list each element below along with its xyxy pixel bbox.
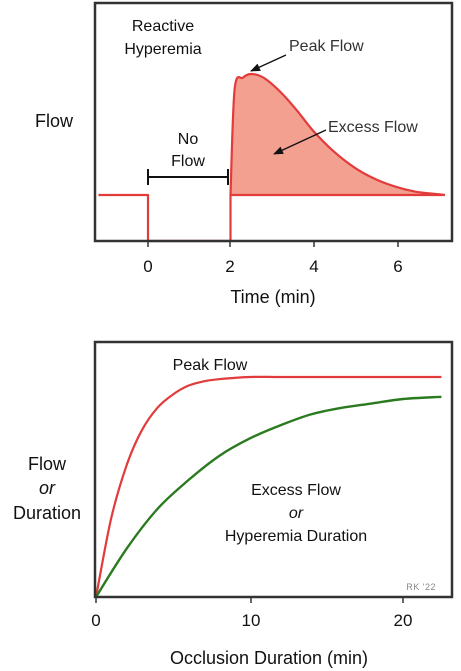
chart-title-line2: Hyperemia <box>124 41 201 58</box>
bottom-excess-label-line3: Hyperemia Duration <box>225 528 367 545</box>
peak-flow-arrow <box>250 54 287 72</box>
bottom-x-ticks <box>95 597 404 603</box>
excess-flow-curve <box>94 395 442 598</box>
flow-line <box>98 72 446 243</box>
bottom-x-axis-title: Occlusion Duration (min) <box>170 648 368 668</box>
author-signature: RK '22 <box>406 582 436 592</box>
chart-title-line1: Reactive <box>132 18 194 35</box>
occlusion-duration-chart: 0 10 20 Occlusion Duration (min) Flow or… <box>13 340 454 668</box>
bottom-y-axis-title-line2: or <box>39 478 56 498</box>
excess-flow-label: Excess Flow <box>328 119 418 136</box>
excess-flow-area <box>230 74 445 195</box>
bottom-peak-flow-label: Peak Flow <box>173 357 248 374</box>
top-x-ticks <box>147 241 399 247</box>
top-plot-frame <box>93 1 454 243</box>
top-x-tick-label-2: 2 <box>225 257 234 276</box>
top-x-axis-title: Time (min) <box>230 287 315 307</box>
bottom-y-axis-title-line1: Flow <box>28 454 67 474</box>
top-x-tick-label-0: 0 <box>143 257 152 276</box>
bottom-plot-frame <box>93 340 454 599</box>
bottom-x-tick-label-20: 20 <box>394 611 413 630</box>
peak-flow-curve <box>94 375 442 598</box>
reactive-hyperemia-chart: 0 2 4 6 Time (min) Flow Reactive Hyperem… <box>35 1 454 307</box>
peak-flow-label: Peak Flow <box>289 38 364 55</box>
excess-flow-arrow <box>273 129 327 155</box>
top-y-axis-title: Flow <box>35 111 74 131</box>
top-x-tick-label-4: 4 <box>309 257 318 276</box>
bottom-y-axis-title-line3: Duration <box>13 503 81 523</box>
no-flow-bracket <box>147 169 229 185</box>
no-flow-label-line2: Flow <box>171 153 205 170</box>
bottom-excess-label-line2: or <box>289 505 304 522</box>
no-flow-label-line1: No <box>178 131 199 148</box>
bottom-x-tick-label-10: 10 <box>242 611 261 630</box>
bottom-x-tick-label-0: 0 <box>91 611 100 630</box>
top-x-tick-label-6: 6 <box>393 257 402 276</box>
bottom-excess-label-line1: Excess Flow <box>251 482 341 499</box>
